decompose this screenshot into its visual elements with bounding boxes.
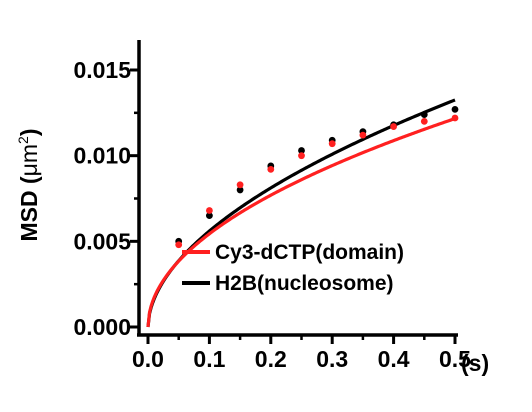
data-point-h2b — [451, 106, 459, 113]
data-point-cy3-dctp — [451, 114, 459, 122]
fit-curve-cy3-dctp — [146, 117, 456, 328]
y-axis-label: MSD (μm2) — [15, 128, 42, 241]
x-tick-label: 0.2 — [255, 346, 287, 372]
data-point-cy3-dctp — [267, 165, 275, 173]
axes: 0.000 0.005 0.010 0.015 0.0 0.1 0.2 0.3 0.4 0.5 — [73, 40, 471, 372]
y-tick-label: 0.015 — [73, 57, 131, 83]
x-axis-unit-label: (s) — [461, 350, 489, 376]
y-tick-label: 0.000 — [73, 314, 131, 340]
data-point-cy3-dctp — [390, 123, 397, 130]
legend-label: Cy3-dCTP(domain) — [215, 241, 404, 264]
x-tick-label: 0.0 — [132, 346, 164, 372]
y-tick-label: 0.005 — [73, 228, 131, 254]
legend-label: H2B(nucleosome) — [215, 272, 394, 295]
x-tick-label: 0.5 — [439, 346, 471, 372]
data-point-cy3-dctp — [298, 152, 305, 160]
y-tick-label: 0.010 — [73, 143, 131, 169]
x-tick-label: 0.1 — [193, 346, 225, 372]
data-point-cy3-dctp — [328, 140, 336, 148]
data-point-cy3-dctp — [359, 131, 367, 139]
data-point-cy3-dctp — [175, 241, 183, 249]
x-tick-label: 0.3 — [316, 346, 348, 372]
legend: Cy3-dCTP(domain) H2B(nucleosome) — [182, 241, 404, 295]
data-point-h2b — [236, 186, 244, 194]
data-points — [175, 106, 459, 249]
data-point-h2b — [420, 111, 428, 118]
data-point-cy3-dctp — [206, 207, 213, 214]
fit-curves — [146, 98, 456, 328]
data-point-cy3-dctp — [236, 181, 244, 189]
x-tick-label: 0.4 — [378, 346, 410, 372]
data-point-h2b — [298, 147, 305, 154]
data-point-h2b — [206, 212, 213, 220]
data-point-cy3-dctp — [420, 118, 428, 125]
